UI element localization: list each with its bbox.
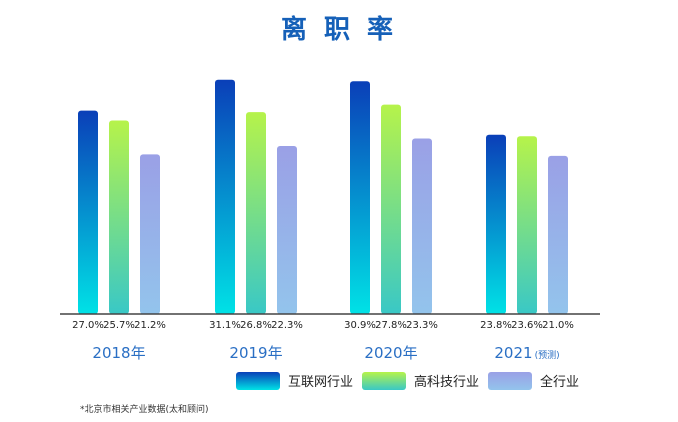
- bar-2021-互联网行业: [486, 134, 506, 314]
- value-label: 23.6%: [511, 320, 543, 331]
- bar-2018年-互联网行业: [78, 110, 98, 314]
- value-label: 23.8%: [480, 320, 512, 331]
- legend: 互联网行业 高科技行业 全行业: [236, 372, 579, 390]
- bar-2020年-高科技行业: [381, 104, 401, 314]
- category-label: 2020年: [364, 344, 417, 362]
- legend-swatch: [488, 372, 532, 390]
- category-label: 2018年: [92, 344, 145, 362]
- bar-2021-高科技行业: [517, 136, 537, 314]
- chart-title: 离 职 率: [281, 14, 397, 45]
- legend-swatch: [236, 372, 280, 390]
- value-label: 30.9%: [344, 320, 376, 331]
- legend-label: 高科技行业: [414, 374, 479, 390]
- value-label: 23.3%: [406, 320, 438, 331]
- bar-2018年-全行业: [140, 154, 160, 314]
- bar-2019年-全行业: [277, 146, 297, 314]
- bar-2020年-全行业: [412, 138, 432, 314]
- value-label: 27.8%: [375, 320, 407, 331]
- value-label: 26.8%: [240, 320, 272, 331]
- labels-layer: 27.0% 25.7% 21.2% 2018年 31.1% 26.8% 22.3% 2019年…: [72, 320, 574, 362]
- value-label: 31.1%: [209, 320, 241, 331]
- value-label: 25.7%: [103, 320, 135, 331]
- category-label: 2019年: [229, 344, 282, 362]
- footnote: *北京市相关产业数据(太和顾问): [80, 403, 209, 415]
- category-label: 2021 (预测): [494, 344, 559, 362]
- value-label: 21.2%: [134, 320, 166, 331]
- value-label: 21.0%: [542, 320, 574, 331]
- legend-label: 互联网行业: [288, 375, 353, 390]
- bar-2018年-高科技行业: [109, 120, 129, 315]
- bar-2019年-互联网行业: [215, 79, 235, 314]
- bar-2020年-互联网行业: [350, 81, 370, 314]
- value-label: 27.0%: [72, 320, 104, 331]
- legend-swatch: [362, 372, 406, 390]
- legend-label: 全行业: [540, 374, 579, 390]
- bar-2019年-高科技行业: [246, 112, 266, 314]
- bars-layer: [78, 79, 568, 315]
- bar-2021-全行业: [548, 155, 568, 314]
- value-label: 22.3%: [271, 320, 303, 331]
